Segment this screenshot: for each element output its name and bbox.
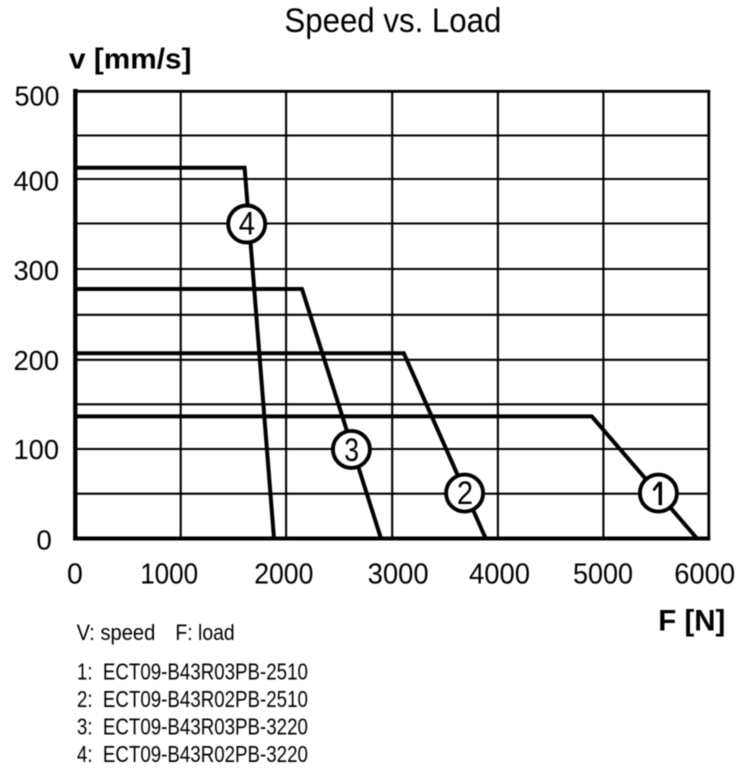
svg-text:ECT09-B43R03PB-2510: ECT09-B43R03PB-2510 bbox=[103, 659, 308, 685]
svg-text:F [N]: F [N] bbox=[658, 604, 725, 637]
svg-text:2: 2 bbox=[457, 474, 473, 511]
svg-text:4:: 4: bbox=[77, 741, 93, 767]
svg-text:4: 4 bbox=[239, 205, 255, 242]
svg-text:2:: 2: bbox=[77, 686, 93, 712]
svg-text:4000: 4000 bbox=[469, 559, 530, 591]
svg-text:2000: 2000 bbox=[254, 559, 313, 591]
svg-text:500: 500 bbox=[15, 80, 60, 111]
svg-text:ECT09-B43R02PB-2510: ECT09-B43R02PB-2510 bbox=[103, 686, 308, 712]
svg-text:6000: 6000 bbox=[674, 559, 735, 591]
svg-text:400: 400 bbox=[14, 165, 60, 196]
svg-text:0: 0 bbox=[67, 559, 83, 591]
svg-text:V: speed: V: speed bbox=[77, 620, 156, 645]
svg-text:ECT09-B43R03PB-3220: ECT09-B43R03PB-3220 bbox=[103, 714, 308, 740]
svg-text:3000: 3000 bbox=[368, 559, 429, 591]
svg-text:300: 300 bbox=[14, 255, 60, 286]
svg-text:1000: 1000 bbox=[140, 559, 198, 591]
svg-text:1:: 1: bbox=[77, 659, 93, 685]
svg-text:0: 0 bbox=[36, 524, 51, 555]
svg-text:100: 100 bbox=[14, 434, 60, 465]
svg-text:ECT09-B43R02PB-3220: ECT09-B43R02PB-3220 bbox=[103, 741, 308, 767]
svg-text:5000: 5000 bbox=[573, 559, 633, 591]
svg-text:3: 3 bbox=[344, 431, 359, 468]
svg-text:200: 200 bbox=[14, 345, 60, 376]
svg-text:F: load: F: load bbox=[175, 620, 234, 645]
svg-text:v [mm/s]: v [mm/s] bbox=[69, 44, 192, 76]
svg-text:3:: 3: bbox=[77, 714, 93, 740]
svg-text:Speed vs. Load: Speed vs. Load bbox=[284, 2, 501, 40]
